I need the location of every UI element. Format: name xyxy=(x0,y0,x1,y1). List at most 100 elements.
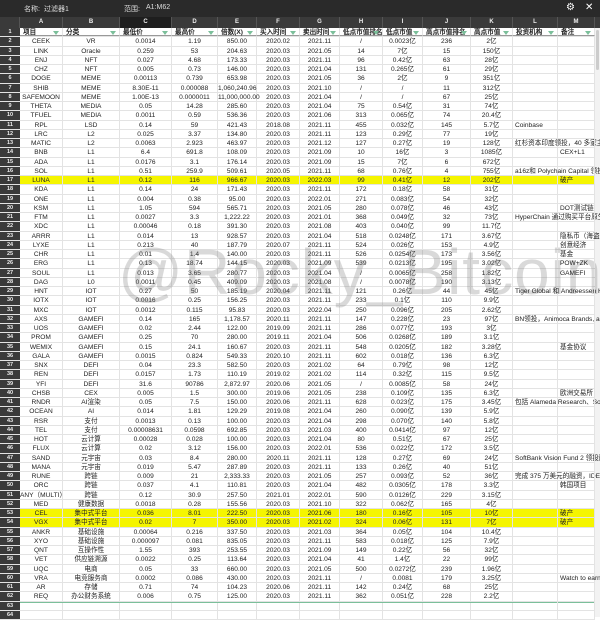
cell[interactable] xyxy=(513,74,558,83)
cell[interactable]: 0.05亿 xyxy=(383,527,423,536)
cell[interactable] xyxy=(513,490,558,499)
cell[interactable]: 4.9亿 xyxy=(471,240,513,249)
cell[interactable]: 3.3亿 xyxy=(471,481,513,490)
cell[interactable] xyxy=(513,564,558,573)
cell[interactable] xyxy=(513,305,558,314)
cell[interactable]: 33 xyxy=(172,564,218,573)
cell[interactable]: 409.09 xyxy=(218,277,257,286)
cell[interactable] xyxy=(513,435,558,444)
cell[interactable]: 0.026亿 xyxy=(383,240,423,249)
cell[interactable]: VRA xyxy=(20,573,63,582)
cell[interactable]: XDC xyxy=(20,222,63,231)
cell[interactable]: 500 xyxy=(340,564,383,573)
cell[interactable]: 31亿 xyxy=(471,185,513,194)
row-number[interactable]: 21 xyxy=(0,213,20,222)
cell[interactable]: 2020.03 xyxy=(257,185,300,194)
row-number[interactable]: 11 xyxy=(0,120,20,129)
cell[interactable]: 0.05 xyxy=(120,398,172,407)
row-number[interactable]: 23 xyxy=(0,231,20,240)
cell[interactable]: 3.5亿 xyxy=(471,444,513,453)
cell[interactable]: L1 xyxy=(63,185,120,194)
cell[interactable]: 3.28亿 xyxy=(471,342,513,351)
cell[interactable]: 0.0305亿 xyxy=(383,481,423,490)
row-number[interactable]: 19 xyxy=(0,194,20,203)
cell[interactable]: 229 xyxy=(423,490,471,499)
row-number[interactable]: 54 xyxy=(0,518,20,527)
cell[interactable] xyxy=(300,610,340,619)
cell[interactable]: POW+ZK xyxy=(558,259,595,268)
cell[interactable]: 2021.11 xyxy=(300,166,340,175)
cell[interactable]: 2020.03 xyxy=(257,231,300,240)
cell[interactable]: 90786 xyxy=(172,379,218,388)
cell[interactable]: 364 xyxy=(340,527,383,536)
cell[interactable]: 2020.03 xyxy=(257,250,300,259)
cell[interactable]: CEEK xyxy=(20,37,63,46)
filter-dropdown-icon[interactable] xyxy=(503,31,509,35)
cell[interactable]: AR xyxy=(20,583,63,592)
cell[interactable]: 0.06亿 xyxy=(383,518,423,527)
cell[interactable] xyxy=(513,425,558,434)
cell[interactable]: DOT测试链 xyxy=(560,203,595,212)
cell[interactable]: 2020.11 xyxy=(257,453,300,462)
cell[interactable]: 2020.03 xyxy=(257,361,300,370)
cell[interactable]: 2021.08 xyxy=(300,277,340,286)
cell[interactable]: 2020.03 xyxy=(257,546,300,555)
cell[interactable]: 健康数据 xyxy=(63,499,120,508)
cell[interactable] xyxy=(558,185,595,194)
cell[interactable]: 0.00113 xyxy=(120,74,172,83)
row-number[interactable]: 63 xyxy=(0,601,20,610)
cell[interactable]: 0.00028 xyxy=(120,435,172,444)
cell[interactable] xyxy=(558,166,595,175)
cell[interactable]: 12亿 xyxy=(471,361,513,370)
cell[interactable]: 0.032亿 xyxy=(383,120,423,129)
cell[interactable]: 280.77 xyxy=(218,268,257,277)
cell[interactable]: 0.0157 xyxy=(120,370,172,379)
cell[interactable] xyxy=(558,527,595,536)
cell[interactable]: CHSB xyxy=(20,388,63,397)
cell[interactable]: 0.12 xyxy=(120,490,172,499)
cell[interactable] xyxy=(513,518,558,527)
cell[interactable]: 7 xyxy=(172,518,218,527)
row-number[interactable]: 37 xyxy=(0,361,20,370)
cell[interactable]: 590 xyxy=(340,490,383,499)
cell[interactable]: 2020.03 xyxy=(257,435,300,444)
cell[interactable]: a16z和 Polychain Capital 领投, xyxy=(515,166,600,175)
cell[interactable]: 16亿 xyxy=(383,148,423,157)
cell[interactable]: 135 xyxy=(423,388,471,397)
cell[interactable]: 2020.03 xyxy=(257,176,300,185)
filter-dropdown-icon[interactable] xyxy=(110,31,116,35)
row-number[interactable]: 16 xyxy=(0,166,20,175)
cell[interactable]: 0.0272亿 xyxy=(383,564,423,573)
cell[interactable]: 2020.07 xyxy=(257,240,300,249)
cell[interactable]: 1.05 xyxy=(120,203,172,212)
cell[interactable]: 0.005 xyxy=(120,388,172,397)
cell[interactable] xyxy=(558,592,595,601)
column-letter-d[interactable]: D xyxy=(172,17,218,28)
cell[interactable]: 0.081 xyxy=(172,536,218,545)
filter-dropdown-icon[interactable] xyxy=(162,31,168,35)
cell[interactable]: 23 xyxy=(423,314,471,323)
cell[interactable]: MXC xyxy=(20,305,63,314)
column-letter-a[interactable]: A xyxy=(20,17,63,28)
cell[interactable]: L1 xyxy=(63,213,120,222)
cell[interactable]: 2020.03 xyxy=(257,592,300,601)
header-cell[interactable]: 高点市值排名 xyxy=(423,28,471,37)
cell[interactable]: 176.14 xyxy=(218,157,257,166)
cell[interactable]: 5.9亿 xyxy=(471,407,513,416)
cell[interactable]: 供应链溯源 xyxy=(63,555,120,564)
cell[interactable]: 12亿 xyxy=(471,425,513,434)
cell[interactable]: 43亿 xyxy=(471,203,513,212)
cell[interactable]: 22 xyxy=(423,555,471,564)
cell[interactable]: 1,222.22 xyxy=(218,213,257,222)
cell[interactable]: SAFEMOON xyxy=(20,92,63,101)
cell[interactable]: 0.32亿 xyxy=(383,370,423,379)
cell[interactable]: 205 xyxy=(423,305,471,314)
row-number[interactable]: 2 xyxy=(0,37,20,46)
cell[interactable]: 99 xyxy=(340,176,383,185)
cell[interactable]: 123 xyxy=(340,129,383,138)
cell[interactable]: Tiger Global 和 Andreessen Ho xyxy=(515,287,600,296)
cell[interactable]: 95.00 xyxy=(218,194,257,203)
cell[interactable] xyxy=(513,407,558,416)
cell[interactable]: 179 xyxy=(423,573,471,582)
cell[interactable]: 63 xyxy=(423,55,471,64)
